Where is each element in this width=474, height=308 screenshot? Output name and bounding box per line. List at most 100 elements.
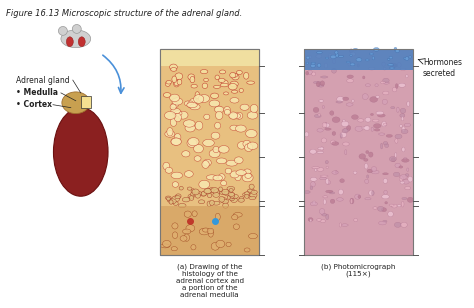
- Ellipse shape: [405, 174, 409, 176]
- Ellipse shape: [401, 129, 408, 134]
- Ellipse shape: [361, 127, 369, 129]
- Ellipse shape: [184, 171, 193, 177]
- Ellipse shape: [173, 232, 178, 238]
- Ellipse shape: [180, 236, 187, 241]
- Ellipse shape: [392, 87, 397, 92]
- Ellipse shape: [238, 198, 245, 202]
- Ellipse shape: [365, 163, 368, 169]
- Ellipse shape: [383, 91, 389, 95]
- Ellipse shape: [400, 175, 407, 179]
- Ellipse shape: [186, 225, 195, 232]
- Ellipse shape: [221, 199, 228, 203]
- Ellipse shape: [400, 68, 406, 70]
- Text: • Cortex: • Cortex: [16, 100, 52, 109]
- Bar: [304, 49, 413, 255]
- Ellipse shape: [250, 192, 257, 198]
- Ellipse shape: [171, 108, 181, 114]
- Ellipse shape: [365, 84, 371, 87]
- Ellipse shape: [374, 124, 381, 128]
- Ellipse shape: [339, 223, 341, 227]
- Ellipse shape: [54, 108, 108, 196]
- Ellipse shape: [173, 201, 178, 205]
- Ellipse shape: [167, 128, 173, 136]
- Ellipse shape: [179, 186, 183, 190]
- Ellipse shape: [373, 207, 377, 209]
- Ellipse shape: [220, 197, 227, 202]
- Ellipse shape: [184, 234, 190, 241]
- Ellipse shape: [244, 169, 251, 174]
- Ellipse shape: [201, 192, 206, 196]
- Ellipse shape: [308, 70, 312, 74]
- Ellipse shape: [310, 219, 312, 222]
- Ellipse shape: [191, 192, 194, 196]
- Ellipse shape: [319, 177, 327, 180]
- Ellipse shape: [233, 224, 239, 229]
- Ellipse shape: [184, 101, 191, 106]
- Ellipse shape: [383, 178, 388, 183]
- Ellipse shape: [337, 96, 344, 102]
- Ellipse shape: [373, 119, 379, 122]
- Ellipse shape: [348, 62, 350, 66]
- Ellipse shape: [377, 206, 384, 211]
- Ellipse shape: [249, 197, 256, 200]
- Ellipse shape: [340, 132, 346, 138]
- Ellipse shape: [340, 133, 342, 138]
- Ellipse shape: [172, 76, 177, 83]
- Ellipse shape: [403, 58, 406, 59]
- Ellipse shape: [322, 123, 327, 128]
- Ellipse shape: [227, 186, 235, 191]
- Ellipse shape: [195, 121, 203, 130]
- Ellipse shape: [365, 198, 371, 200]
- Ellipse shape: [204, 189, 212, 193]
- Ellipse shape: [191, 189, 195, 194]
- Ellipse shape: [332, 142, 339, 145]
- Ellipse shape: [340, 179, 345, 183]
- Ellipse shape: [407, 197, 413, 202]
- Ellipse shape: [343, 97, 349, 100]
- Ellipse shape: [233, 213, 242, 217]
- Ellipse shape: [346, 103, 353, 106]
- Ellipse shape: [337, 198, 343, 201]
- Ellipse shape: [223, 203, 228, 208]
- Ellipse shape: [354, 218, 357, 222]
- Ellipse shape: [175, 196, 181, 199]
- Ellipse shape: [350, 63, 355, 66]
- Ellipse shape: [58, 26, 67, 35]
- Ellipse shape: [401, 159, 409, 162]
- Ellipse shape: [352, 115, 358, 120]
- Ellipse shape: [229, 192, 235, 198]
- Ellipse shape: [236, 170, 246, 176]
- Ellipse shape: [246, 130, 257, 138]
- Ellipse shape: [390, 67, 394, 69]
- Ellipse shape: [219, 70, 226, 74]
- Ellipse shape: [381, 81, 385, 84]
- Ellipse shape: [250, 104, 258, 113]
- Ellipse shape: [304, 132, 309, 137]
- Ellipse shape: [215, 213, 220, 221]
- Ellipse shape: [304, 191, 310, 193]
- Ellipse shape: [202, 83, 208, 88]
- Ellipse shape: [400, 108, 406, 113]
- Ellipse shape: [350, 54, 352, 56]
- Ellipse shape: [189, 196, 194, 200]
- Ellipse shape: [316, 82, 320, 87]
- Ellipse shape: [208, 193, 212, 198]
- Ellipse shape: [182, 197, 190, 202]
- Ellipse shape: [221, 180, 227, 186]
- Ellipse shape: [376, 95, 380, 98]
- Ellipse shape: [326, 166, 328, 168]
- Ellipse shape: [188, 101, 194, 108]
- Ellipse shape: [320, 81, 325, 86]
- Bar: [304, 49, 413, 255]
- Ellipse shape: [192, 189, 199, 195]
- Ellipse shape: [326, 190, 333, 193]
- Ellipse shape: [244, 72, 249, 79]
- Ellipse shape: [214, 106, 224, 113]
- Ellipse shape: [391, 63, 395, 66]
- Ellipse shape: [395, 50, 400, 52]
- Ellipse shape: [325, 128, 331, 130]
- Ellipse shape: [343, 119, 345, 123]
- Ellipse shape: [220, 83, 228, 87]
- Ellipse shape: [228, 83, 237, 90]
- Ellipse shape: [209, 188, 214, 193]
